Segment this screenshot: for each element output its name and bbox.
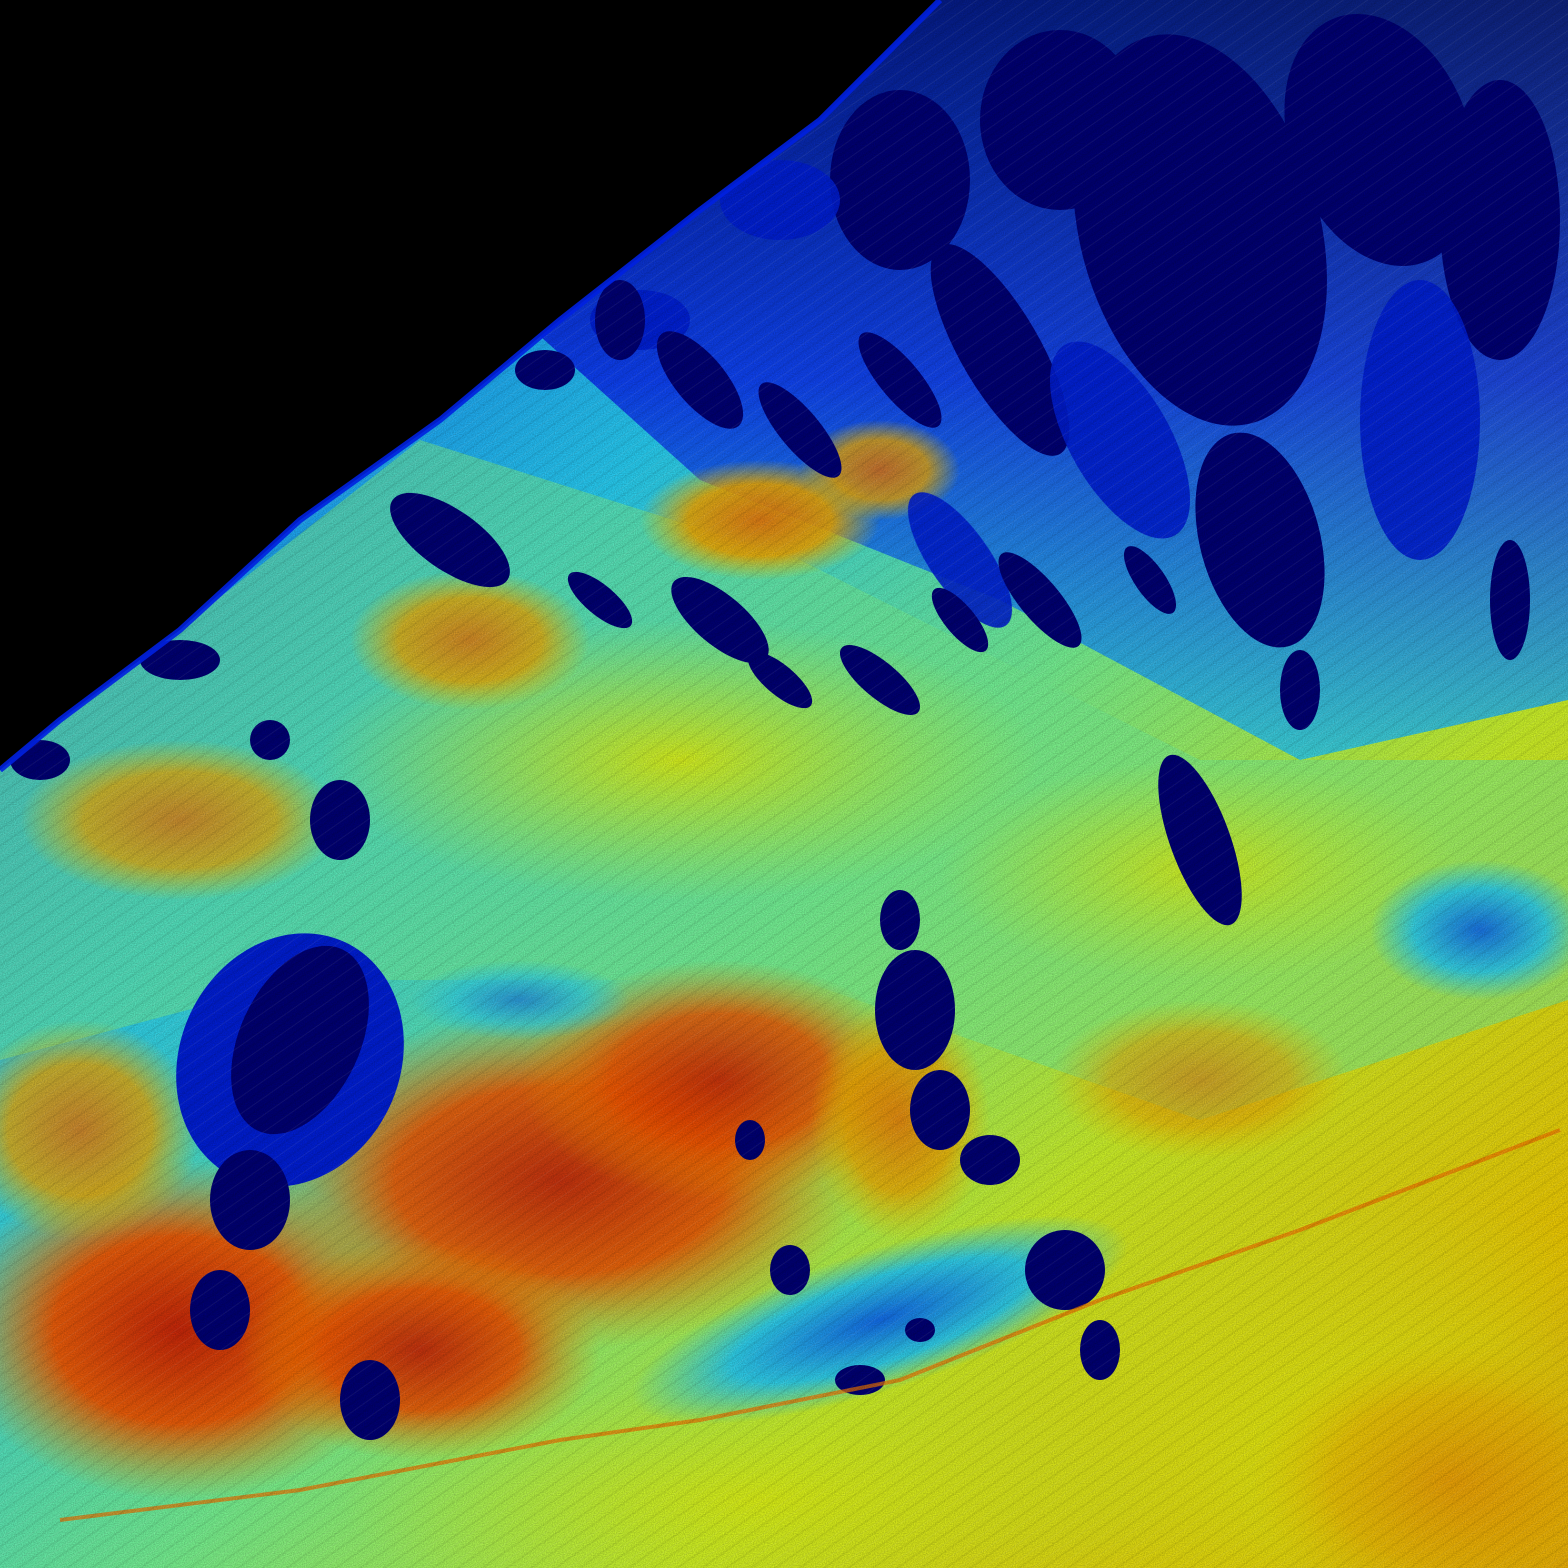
false-color-image-viewport [0,0,1568,1568]
false-color-image [0,0,1568,1568]
